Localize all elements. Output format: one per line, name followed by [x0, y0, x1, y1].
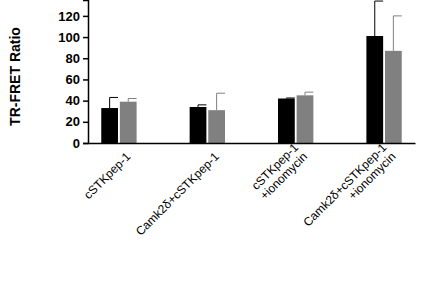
error-line [393, 16, 394, 51]
tick: 60 [66, 72, 88, 87]
category-label: Camk2δ+cSTKpep-1 [133, 149, 222, 238]
error-bar [217, 93, 225, 110]
error-bar [305, 92, 313, 95]
bar [208, 110, 225, 143]
x-axis [89, 143, 416, 145]
error-line [109, 97, 110, 108]
error-bar [110, 97, 118, 108]
error-bar [128, 99, 136, 102]
tick-mark [83, 37, 88, 39]
bar [297, 95, 314, 143]
bar [385, 51, 402, 143]
category-label: cSTKpep-1 [81, 149, 134, 202]
series [101, 1, 383, 143]
tick: 100 [58, 30, 88, 45]
tick: 20 [66, 114, 88, 129]
tick-label: 80 [66, 51, 80, 66]
category-label: cSTKpep-1+ionomycin [248, 140, 310, 202]
error-bar [286, 97, 294, 99]
tick-label: 20 [66, 114, 80, 129]
y-axis: 0 20 40 60 80 100 120 [58, 1, 88, 151]
category-label: Camk2δ+cSTKpep-1+ionomycin [300, 140, 398, 238]
axis-line [83, 1, 89, 144]
tick: 120 [58, 9, 88, 24]
error-cap [375, 1, 383, 2]
bar [120, 102, 137, 143]
tick: 0 [73, 136, 88, 151]
tick-label: 40 [66, 93, 80, 108]
chart: 020406080100120cSTKpep-1Camk2δ+cSTKpep-1… [0, 0, 425, 281]
bar [190, 107, 207, 143]
error-cap [110, 97, 118, 98]
tick: 80 [66, 51, 88, 66]
error-cap [393, 15, 401, 16]
tick-mark [83, 143, 88, 145]
error-cap [128, 98, 136, 99]
error-bar [393, 16, 401, 51]
tick-mark [83, 58, 88, 60]
tick-mark [83, 122, 88, 124]
plot-area [101, 1, 401, 143]
error-cap [286, 97, 294, 98]
tick-label: 120 [58, 9, 80, 24]
error-cap [305, 92, 313, 93]
error-bar [375, 1, 383, 36]
error-cap [217, 93, 225, 94]
series [120, 16, 402, 143]
bar [366, 36, 383, 143]
tick-label: 100 [58, 30, 80, 45]
error-line [374, 1, 375, 36]
bar [101, 108, 118, 143]
tick-mark [83, 16, 88, 18]
error-bar [198, 105, 206, 107]
tick-mark [83, 79, 88, 81]
tick-label: 0 [73, 136, 80, 151]
x-labels: cSTKpep-1Camk2δ+cSTKpep-1 cSTKpep-1+ionom… [81, 140, 399, 238]
y-axis-title: TR-FRET Ratio [7, 27, 23, 126]
tick-label: 60 [66, 72, 80, 87]
bar [278, 99, 295, 143]
tick: 40 [66, 93, 88, 108]
axis-line [89, 143, 416, 145]
tick-mark [83, 100, 88, 102]
error-cap [198, 104, 206, 105]
error-line [216, 93, 217, 110]
